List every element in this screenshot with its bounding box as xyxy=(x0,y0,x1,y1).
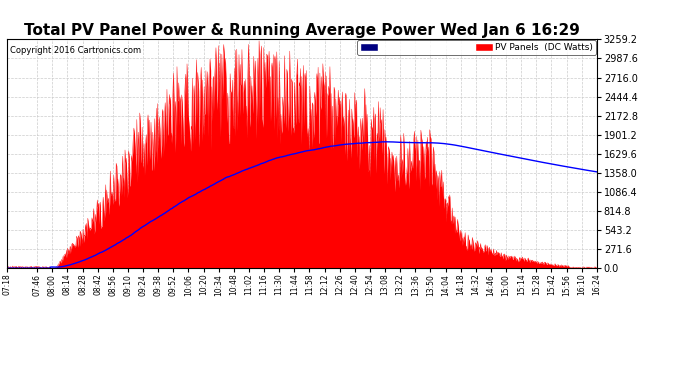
Legend: Average  (DC Watts), PV Panels  (DC Watts): Average (DC Watts), PV Panels (DC Watts) xyxy=(357,40,596,55)
Text: Copyright 2016 Cartronics.com: Copyright 2016 Cartronics.com xyxy=(10,46,141,55)
Title: Total PV Panel Power & Running Average Power Wed Jan 6 16:29: Total PV Panel Power & Running Average P… xyxy=(24,23,580,38)
